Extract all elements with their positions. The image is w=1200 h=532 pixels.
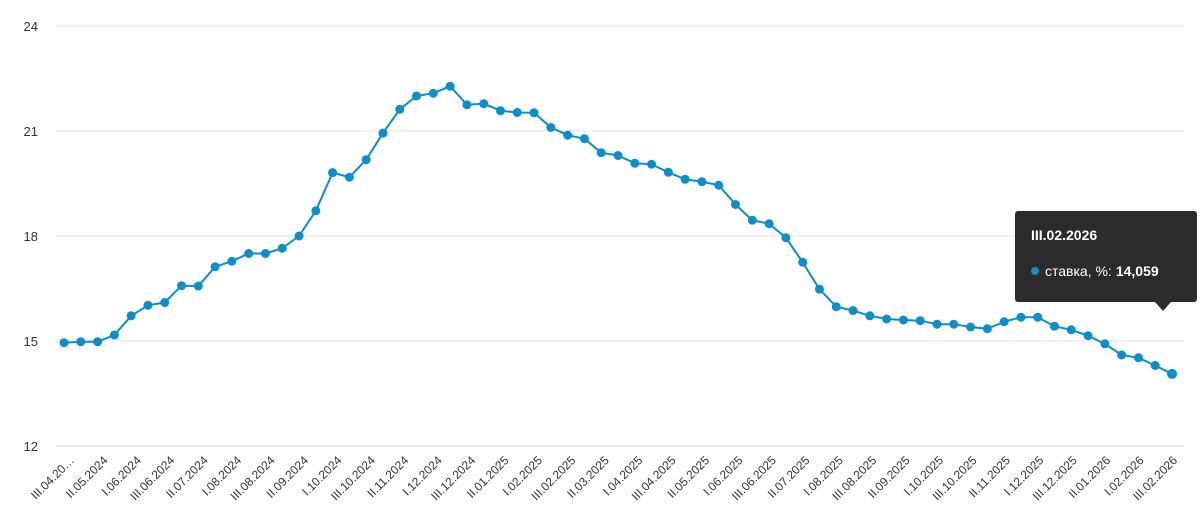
tooltip: III.02.2026 ставка, %: 14,059 [1015, 211, 1197, 311]
data-point[interactable] [814, 284, 824, 294]
data-point[interactable] [109, 330, 119, 340]
data-point[interactable] [361, 155, 371, 165]
data-point[interactable] [982, 324, 992, 334]
data-point[interactable] [328, 168, 338, 178]
data-point[interactable] [1083, 331, 1093, 341]
tooltip-title: III.02.2026 [1031, 227, 1098, 243]
data-point[interactable] [1150, 361, 1160, 370]
data-point[interactable] [244, 249, 254, 258]
data-point[interactable] [126, 311, 136, 321]
data-point[interactable] [76, 337, 86, 347]
data-point[interactable] [966, 322, 976, 332]
data-point[interactable] [647, 159, 657, 169]
data-point[interactable] [93, 337, 103, 347]
data-point[interactable] [999, 317, 1009, 327]
data-point[interactable] [865, 311, 875, 321]
data-point[interactable] [412, 91, 422, 101]
data-point[interactable] [831, 302, 841, 312]
data-point[interactable] [1167, 368, 1177, 379]
data-point[interactable] [193, 281, 203, 291]
tooltip-series-label: ставка, %: [1045, 263, 1112, 279]
data-point[interactable] [311, 206, 321, 216]
data-point[interactable] [898, 315, 908, 325]
data-point[interactable] [210, 262, 220, 272]
data-point[interactable] [613, 151, 623, 160]
tooltip-value: 14,059 [1115, 263, 1159, 279]
data-point[interactable] [529, 108, 539, 118]
data-point[interactable] [882, 314, 892, 324]
data-point[interactable] [277, 243, 287, 253]
data-point[interactable] [1049, 321, 1059, 331]
data-point[interactable] [160, 298, 170, 307]
series-points [59, 81, 1177, 379]
x-axis-tick-labels: III.04.20…II.05.2024I.06.2024III.06.2024… [28, 453, 1180, 503]
data-point[interactable] [1016, 312, 1026, 322]
data-point[interactable] [798, 257, 808, 267]
series-line [63, 85, 1173, 375]
data-point[interactable] [747, 215, 757, 225]
data-point[interactable] [949, 319, 959, 329]
data-point[interactable] [143, 300, 153, 310]
data-point[interactable] [663, 167, 673, 177]
data-point[interactable] [428, 88, 438, 98]
data-point[interactable] [344, 172, 354, 182]
y-tick-label: 15 [24, 334, 38, 349]
data-point[interactable] [932, 319, 942, 329]
grid-lines [56, 25, 1184, 342]
data-point[interactable] [227, 256, 237, 266]
data-point[interactable] [781, 233, 791, 243]
data-point[interactable] [848, 306, 858, 316]
y-tick-label: 24 [24, 19, 38, 34]
data-point[interactable] [462, 100, 472, 110]
data-point[interactable] [1133, 353, 1143, 363]
data-point[interactable] [512, 107, 522, 117]
data-point[interactable] [378, 128, 388, 138]
data-point[interactable] [546, 123, 556, 132]
data-point[interactable] [395, 104, 405, 114]
data-point[interactable] [1066, 325, 1076, 335]
data-point[interactable] [714, 180, 724, 190]
data-point[interactable] [1033, 312, 1043, 322]
y-tick-label: 18 [24, 229, 38, 244]
data-point[interactable] [915, 316, 925, 326]
data-point[interactable] [596, 148, 606, 158]
tooltip-row: ставка, %: 14,059 [1031, 263, 1181, 279]
data-point[interactable] [764, 219, 774, 229]
tooltip-series-dot [1031, 267, 1039, 275]
data-point[interactable] [479, 99, 489, 109]
y-tick-label: 12 [24, 439, 38, 454]
data-point[interactable] [260, 249, 270, 258]
y-tick-label: 21 [24, 124, 38, 139]
data-point[interactable] [630, 158, 640, 168]
data-point[interactable] [579, 134, 589, 144]
data-point[interactable] [1100, 339, 1110, 349]
data-point[interactable] [731, 200, 741, 209]
data-point[interactable] [563, 130, 573, 140]
data-point[interactable] [294, 231, 304, 241]
data-point[interactable] [495, 106, 505, 116]
data-point[interactable] [445, 81, 455, 91]
data-point[interactable] [59, 338, 69, 348]
data-point[interactable] [697, 177, 707, 187]
data-point[interactable] [177, 281, 187, 291]
data-point[interactable] [1117, 350, 1127, 360]
y-axis-tick-labels: 12 15 18 21 24 [24, 19, 38, 454]
data-point[interactable] [680, 174, 690, 184]
